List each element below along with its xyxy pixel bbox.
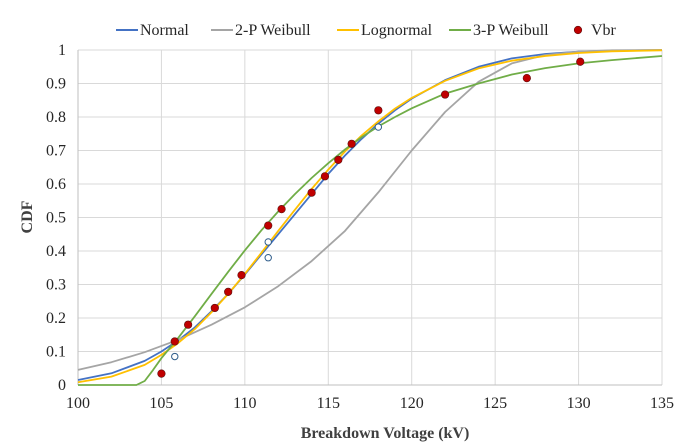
legend-entry: 2-P Weibull (211, 22, 311, 39)
vbr-point (334, 155, 343, 164)
tick-labels: 0 0.1 0.2 0.3 0.4 0.5 0.6 0.7 0.8 0.9 1 100 105 110 11… (46, 42, 674, 412)
legend-entry: Vbr (573, 22, 617, 39)
y-tick-label: 1 (58, 42, 66, 59)
y-tick-label: 0.6 (46, 176, 66, 193)
series-line-3-p-weibull (78, 55, 663, 386)
vbr-point (170, 337, 179, 346)
x-tick-label: 135 (650, 395, 674, 412)
x-tick-label: 110 (233, 395, 256, 412)
x-tick-label: 115 (317, 395, 340, 412)
x-tick-label: 100 (66, 395, 90, 412)
x-tick-label: 105 (149, 395, 173, 412)
hollow-point (374, 123, 383, 131)
vbr-point (264, 221, 273, 230)
vbr-point (374, 106, 383, 115)
x-axis-title: Breakdown Voltage (kV) (301, 425, 470, 442)
x-tick-label: 120 (400, 395, 424, 412)
series-line-normal (77, 49, 663, 381)
legend-label: Vbr (591, 22, 617, 39)
legend-label: 2-P Weibull (235, 22, 311, 39)
legend-label: Lognormal (361, 22, 433, 39)
vbr-point (237, 271, 246, 280)
x-tick-label: 125 (483, 395, 507, 412)
vbr-point (307, 188, 316, 197)
vbr-point (224, 287, 233, 296)
vbr-point (210, 303, 219, 313)
legend-label: 3-P Weibull (473, 22, 549, 39)
grid-lines (78, 49, 663, 385)
y-tick-label: 0.2 (46, 310, 66, 327)
vbr-point (522, 74, 531, 83)
vbr-point (184, 320, 193, 329)
series-markers (157, 57, 585, 378)
axes (77, 50, 662, 386)
hollow-point (264, 238, 272, 246)
legend-entry: Lognormal (337, 22, 433, 39)
y-tick-label: 0.1 (46, 344, 66, 361)
legend: Normal 2-P Weibull Lognormal 3-P Weibull Vbr (116, 22, 617, 39)
legend-entry: Normal (116, 22, 189, 39)
hollow-point (264, 254, 272, 262)
y-tick-label: 0.8 (46, 109, 66, 126)
y-tick-label: 0 (58, 377, 66, 394)
y-tick-label: 0.7 (46, 143, 66, 160)
vbr-point (347, 139, 356, 148)
vbr-point (576, 57, 585, 66)
series-line-2-p-weibull (77, 49, 663, 371)
vbr-point (277, 205, 286, 214)
vbr-point (157, 369, 166, 378)
y-tick-label: 0.9 (46, 76, 66, 93)
legend-swatch (573, 25, 583, 35)
y-axis-title: CDF (19, 200, 36, 233)
series-line-lognormal (77, 49, 663, 384)
y-tick-label: 0.4 (46, 243, 66, 260)
x-tick-label: 130 (567, 395, 591, 412)
legend-label: Normal (140, 22, 189, 39)
legend-entry: 3-P Weibull (449, 22, 549, 39)
vbr-point (320, 172, 330, 181)
vbr-point (440, 90, 450, 99)
hollow-point (171, 352, 179, 361)
y-tick-label: 0.5 (46, 210, 66, 227)
y-tick-label: 0.3 (46, 277, 66, 294)
